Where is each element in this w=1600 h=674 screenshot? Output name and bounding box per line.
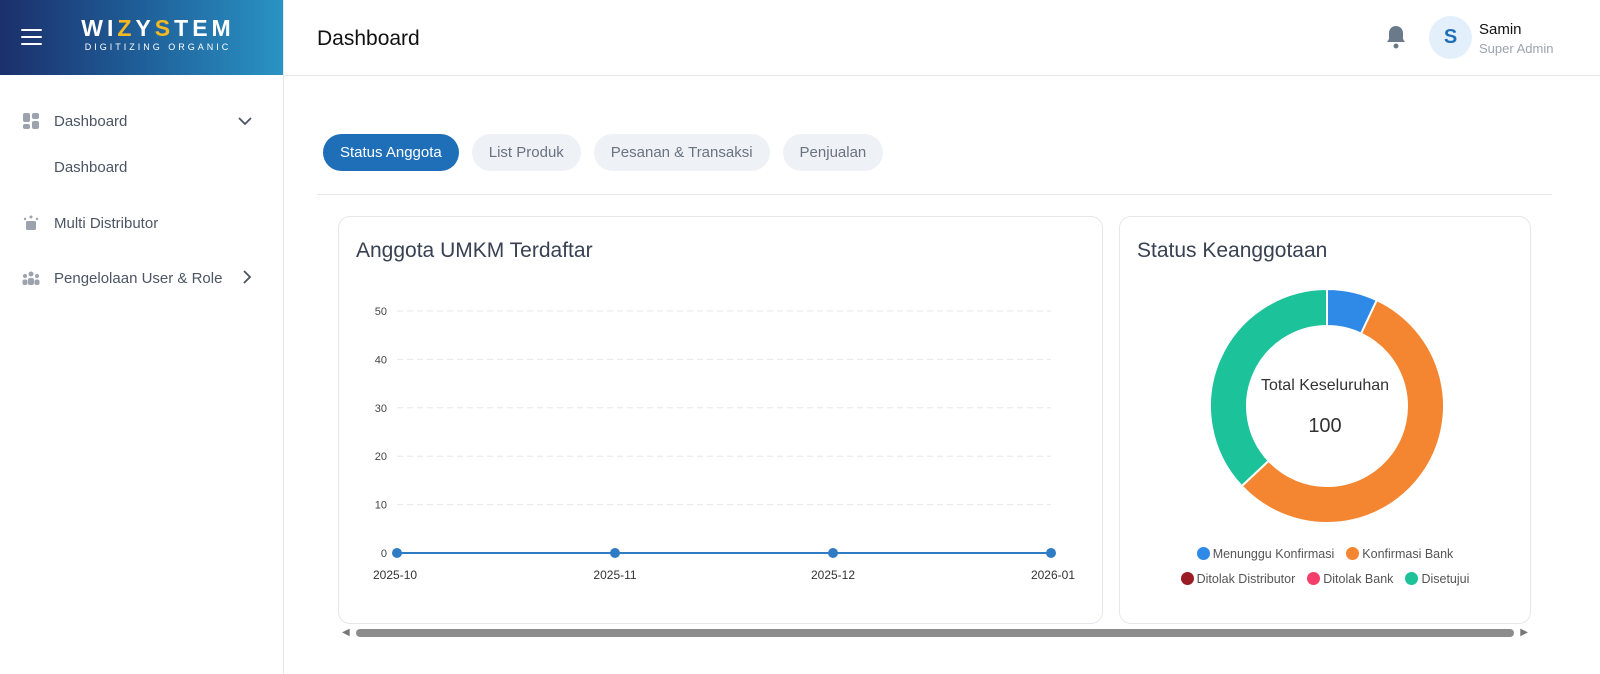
sidebar-subitem-dashboard[interactable]: Dashboard (54, 159, 128, 176)
divider (317, 194, 1552, 195)
legend-swatch (1196, 547, 1210, 560)
legend-swatch (1180, 572, 1194, 585)
legend-item[interactable]: Menunggu Konfirmasi (1196, 547, 1335, 561)
donut-center-label: Total Keseluruhan (1260, 377, 1390, 394)
legend-swatch (1405, 572, 1419, 585)
tab-bar: Status Anggota List Produk Pesanan & Tra… (323, 134, 884, 171)
data-point (828, 548, 838, 558)
donut-slice (1240, 298, 1445, 524)
dashboard-icon (22, 112, 40, 130)
data-point (392, 548, 402, 558)
sidebar: WIZYSTEM DIGITIZING ORGANIC Dashboard Da… (0, 0, 284, 674)
legend-row-2: Ditolak Distributor Ditolak Bank Disetujui (1120, 572, 1530, 586)
sidebar-item-user-role[interactable]: Pengelolaan User & Role (22, 269, 252, 287)
scrollbar-thumb[interactable] (356, 629, 1514, 637)
horizontal-scrollbar[interactable]: ◀ ▶ (340, 627, 1530, 639)
scroll-right-icon[interactable]: ▶ (1520, 627, 1528, 638)
sidebar-item-dashboard[interactable]: Dashboard (22, 112, 252, 130)
tab-list-produk[interactable]: List Produk (471, 134, 581, 171)
menu-icon[interactable] (21, 29, 42, 45)
y-tick-label: 50 (375, 306, 387, 318)
y-tick-label: 0 (381, 548, 387, 560)
tab-status-anggota[interactable]: Status Anggota (323, 134, 459, 171)
data-point (1046, 548, 1056, 558)
distributor-icon (22, 214, 40, 232)
legend-label: Ditolak Bank (1323, 572, 1394, 586)
legend-label: Menunggu Konfirmasi (1212, 547, 1335, 561)
y-tick-label: 20 (375, 451, 387, 463)
brand-bar: WIZYSTEM DIGITIZING ORGANIC (0, 0, 283, 75)
line-chart: 0 10 20 30 40 50 2025-10 2025-11 2025-12 2026-01 (373, 306, 1075, 582)
y-tick-label: 40 (375, 354, 387, 366)
users-icon (22, 269, 40, 287)
user-name: Samin (1479, 21, 1522, 38)
donut-chart-title: Status Keanggotaan (1137, 239, 1328, 262)
legend-label: Konfirmasi Bank (1362, 547, 1454, 561)
x-tick-label: 2025-10 (373, 568, 417, 582)
chevron-down-icon[interactable] (238, 113, 252, 129)
legend-item[interactable]: Ditolak Distributor (1180, 572, 1296, 586)
line-chart-card: Anggota UMKM Terdaftar 0 10 20 30 40 50 2025-1… (338, 216, 1103, 624)
legend-item[interactable]: Disetujui (1405, 572, 1469, 586)
legend-swatch (1346, 547, 1360, 560)
tab-penjualan[interactable]: Penjualan (782, 134, 884, 171)
legend-label: Disetujui (1421, 572, 1470, 586)
x-tick-label: 2025-12 (811, 568, 855, 582)
tab-pesanan-transaksi[interactable]: Pesanan & Transaksi (593, 134, 770, 171)
bell-icon[interactable] (1384, 24, 1408, 55)
x-tick-label: 2025-11 (593, 568, 636, 582)
avatar[interactable]: S (1429, 16, 1472, 59)
donut-chart (1209, 287, 1445, 524)
donut-slice (1209, 287, 1328, 488)
donut-chart-card: Status Keanggotaan Total Keseluruhan 100… (1119, 216, 1531, 624)
legend-swatch (1307, 572, 1321, 585)
legend-label: Ditolak Distributor (1196, 572, 1296, 586)
user-role: Super Admin (1479, 41, 1554, 56)
y-tick-label: 30 (375, 403, 387, 415)
scroll-left-icon[interactable]: ◀ (342, 627, 350, 638)
logo: WIZYSTEM DIGITIZING ORGANIC (81, 15, 235, 52)
legend-item[interactable]: Konfirmasi Bank (1346, 547, 1453, 561)
line-chart-title: Anggota UMKM Terdaftar (356, 239, 593, 262)
legend-item[interactable]: Ditolak Bank (1307, 572, 1393, 586)
page-title: Dashboard (317, 27, 420, 50)
chevron-right-icon[interactable] (243, 269, 252, 287)
header: Dashboard S Samin Super Admin (284, 0, 1600, 76)
x-tick-label: 2026-01 (1031, 568, 1075, 582)
donut-center-value: 100 (1308, 415, 1342, 437)
sidebar-item-multi-distributor[interactable]: Multi Distributor (22, 214, 252, 232)
data-point (610, 548, 620, 558)
y-tick-label: 10 (375, 500, 387, 512)
legend-row-1: Menunggu Konfirmasi Konfirmasi Bank (1120, 547, 1530, 561)
